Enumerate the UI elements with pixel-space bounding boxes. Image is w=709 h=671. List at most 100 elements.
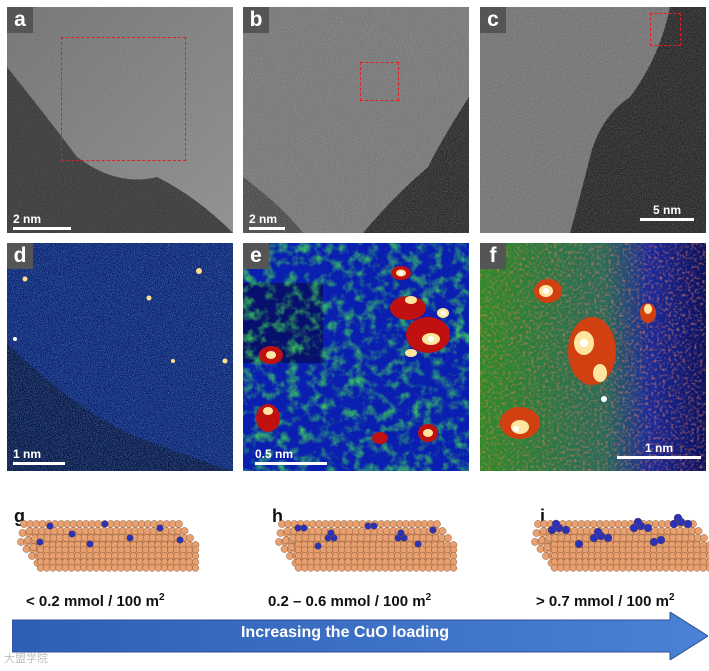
cuo-atom <box>429 526 437 534</box>
support-atom <box>375 546 383 554</box>
support-atom <box>625 552 633 560</box>
support-atom <box>154 558 162 566</box>
support-atom <box>36 552 45 560</box>
support-atom <box>307 552 315 560</box>
support-atom <box>313 552 321 560</box>
support-atom <box>49 546 57 554</box>
support-atom <box>650 552 658 560</box>
support-atom <box>619 558 627 566</box>
schematic-h-medium-loading <box>268 510 458 582</box>
support-atom <box>600 552 608 560</box>
support-atom <box>637 564 645 572</box>
support-atom <box>656 564 664 572</box>
support-atom <box>148 558 156 566</box>
support-atom <box>319 558 327 566</box>
support-atom <box>687 558 695 566</box>
support-atom <box>412 552 420 560</box>
support-atom <box>160 564 169 572</box>
support-atom <box>431 564 439 572</box>
support-atom <box>588 552 596 560</box>
support-atom <box>86 558 94 566</box>
support-atom <box>674 564 683 572</box>
support-atom <box>643 546 652 554</box>
support-atom <box>631 546 639 554</box>
support-atom <box>129 552 138 560</box>
cuo-atom <box>414 540 422 548</box>
cuo-atom <box>86 540 94 548</box>
support-atom <box>319 552 327 560</box>
support-atom <box>375 564 383 572</box>
support-atom <box>700 534 708 542</box>
support-atom <box>557 552 565 560</box>
support-atom <box>185 564 193 572</box>
support-atom <box>80 546 88 554</box>
loading-label-g: < 0.2 mmol / 100 m2 <box>26 592 165 610</box>
support-atom <box>425 558 433 566</box>
loading-direction-arrow <box>12 612 708 660</box>
support-atom <box>154 552 162 560</box>
scale-bar: 2 nm <box>13 212 71 230</box>
support-atom <box>687 564 695 572</box>
support-atom <box>142 558 150 566</box>
support-atom <box>332 546 340 554</box>
support-atom <box>625 546 633 554</box>
support-atom <box>61 564 69 572</box>
support-atom <box>369 546 377 554</box>
support-atom <box>111 546 119 554</box>
support-atom <box>185 558 193 566</box>
support-atom <box>681 546 689 554</box>
support-atom <box>656 558 664 566</box>
support-atom <box>363 558 371 566</box>
support-atom <box>167 552 175 560</box>
support-atom <box>400 552 408 560</box>
support-atom <box>86 552 94 560</box>
cuo-atom <box>294 524 302 532</box>
support-atom <box>111 558 119 566</box>
support-atom <box>449 546 458 554</box>
support-atom <box>699 546 707 554</box>
support-atom <box>363 552 371 560</box>
support-atom <box>699 558 707 566</box>
scale-bar-label: 0.5 nm <box>255 447 294 461</box>
cuo-atom <box>327 529 335 537</box>
support-atom <box>186 534 194 542</box>
support-atom <box>173 564 181 572</box>
support-atom <box>588 558 596 566</box>
cuo-atom <box>561 525 571 535</box>
support-atom <box>443 564 451 572</box>
support-atom <box>418 552 427 560</box>
support-atom <box>637 558 645 566</box>
support-atom <box>92 564 100 572</box>
panel-label: e <box>243 243 269 269</box>
support-atom <box>160 558 169 566</box>
support-atom <box>136 546 144 554</box>
support-atom <box>313 558 321 566</box>
support-atom <box>693 558 701 566</box>
cuo-atom <box>126 534 134 542</box>
support-atom <box>438 527 447 535</box>
cuo-atom <box>397 529 405 537</box>
support-atom <box>175 520 183 528</box>
cuo-atom <box>656 535 666 545</box>
panel-label: b <box>243 7 269 33</box>
support-atom <box>643 558 652 566</box>
support-atom <box>86 564 94 572</box>
roi-box <box>650 13 681 46</box>
support-atom <box>656 546 664 554</box>
support-atom <box>350 558 358 566</box>
support-atom <box>563 552 571 560</box>
support-atom <box>425 552 433 560</box>
support-atom <box>338 546 346 554</box>
panel-b-stem-image: b 2 nm <box>243 7 469 233</box>
cuo-atom <box>176 536 184 544</box>
support-atom <box>154 546 162 554</box>
support-atom <box>160 552 169 560</box>
support-atom <box>179 558 187 566</box>
cuo-atom <box>643 523 653 533</box>
support-atom <box>575 558 583 566</box>
support-atom <box>98 564 107 572</box>
support-atom <box>363 546 371 554</box>
support-atom <box>612 558 621 566</box>
support-atom <box>406 552 414 560</box>
support-atom <box>92 546 100 554</box>
